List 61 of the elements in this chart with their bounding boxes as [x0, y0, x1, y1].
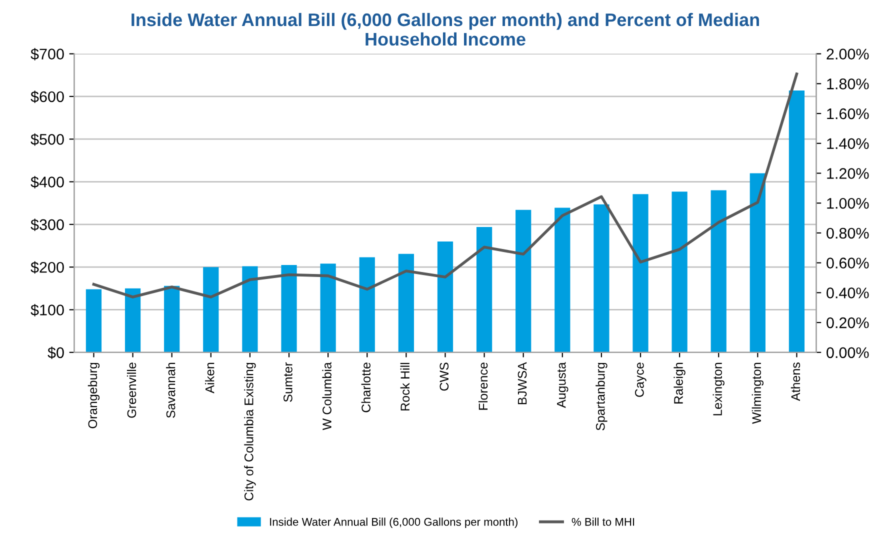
y-tick-label: $300: [30, 218, 64, 232]
bar: [242, 266, 258, 352]
x-tick-label: Lexington: [712, 362, 724, 416]
legend-label: % Bill to MHI: [572, 518, 634, 526]
bar: [788, 90, 805, 352]
bar: [750, 173, 766, 352]
bar: [476, 226, 492, 352]
x-tick-label: Raleigh: [674, 362, 686, 404]
bar: [554, 208, 570, 352]
x-tick-label: Rock Hill: [400, 362, 410, 410]
bar: [516, 210, 532, 352]
line-series: [92, 72, 798, 298]
x-tick-label: Charlotte: [361, 362, 370, 412]
y2-tick-label: 1.80%: [827, 78, 869, 90]
y-tick-label: $700: [30, 48, 64, 60]
y-tick-label: $400: [30, 176, 64, 188]
y2-tick-label: 1.60%: [827, 108, 869, 120]
bar: [437, 241, 454, 352]
x-tick-label: W Columbia: [322, 362, 332, 430]
x-tick-label: Cayce: [635, 362, 646, 397]
y2-tick-label: 1.20%: [827, 168, 869, 179]
y-tick-label: $600: [30, 90, 64, 104]
bar: [164, 286, 180, 352]
bar: [320, 264, 336, 352]
bar: [710, 190, 726, 352]
bar: [203, 267, 219, 352]
y2-tick-label: 1.00%: [827, 198, 869, 209]
x-tick-label: Aiken: [205, 362, 214, 394]
bar: [594, 204, 610, 352]
bar: [281, 264, 297, 352]
y-tick-label: $200: [30, 261, 64, 274]
x-tick-label: Spartanburg: [596, 362, 608, 430]
bar: [632, 194, 648, 352]
x-tick-label: Orangeburg: [88, 362, 100, 428]
bar: [672, 192, 688, 352]
y2-tick-label: 0.80%: [826, 228, 869, 239]
y-tick-label: $0: [48, 346, 64, 359]
bar: [398, 254, 414, 352]
x-tick-label: Athens: [790, 362, 800, 401]
y2-tick-label: 1.40%: [827, 138, 869, 150]
y2-tick-label: 0.40%: [826, 288, 869, 298]
bar: [359, 257, 375, 352]
y2-tick-label: 0.20%: [826, 317, 869, 328]
x-tick-label: Florence: [478, 362, 488, 410]
y-tick-label: $100: [30, 304, 64, 316]
chart-title: Inside Water Annual Bill (6,000 Gallons per month) and Percent of Median Household Income: [132, 12, 759, 46]
bar: [124, 288, 141, 352]
y2-tick-label: 2.00%: [826, 48, 869, 60]
x-tick-label: Greenville: [126, 362, 136, 418]
bar: [86, 289, 102, 352]
x-tick-label: Sumter: [284, 362, 292, 402]
legend-label: Inside Water Annual Bill (6,000 Gallons per month): [270, 518, 518, 528]
y-tick-label: $500: [30, 133, 64, 146]
x-tick-label: Savannah: [166, 362, 176, 418]
y2-tick-label: 0.60%: [826, 258, 869, 268]
x-tick-label: Augusta: [557, 362, 568, 408]
x-tick-label: CWS: [440, 362, 449, 391]
x-tick-label: City of Columbia Existing: [244, 362, 256, 500]
y2-tick-label: 0.00%: [826, 347, 869, 358]
x-tick-label: BJWSA: [518, 362, 527, 404]
x-tick-label: Wilmington: [752, 362, 764, 424]
